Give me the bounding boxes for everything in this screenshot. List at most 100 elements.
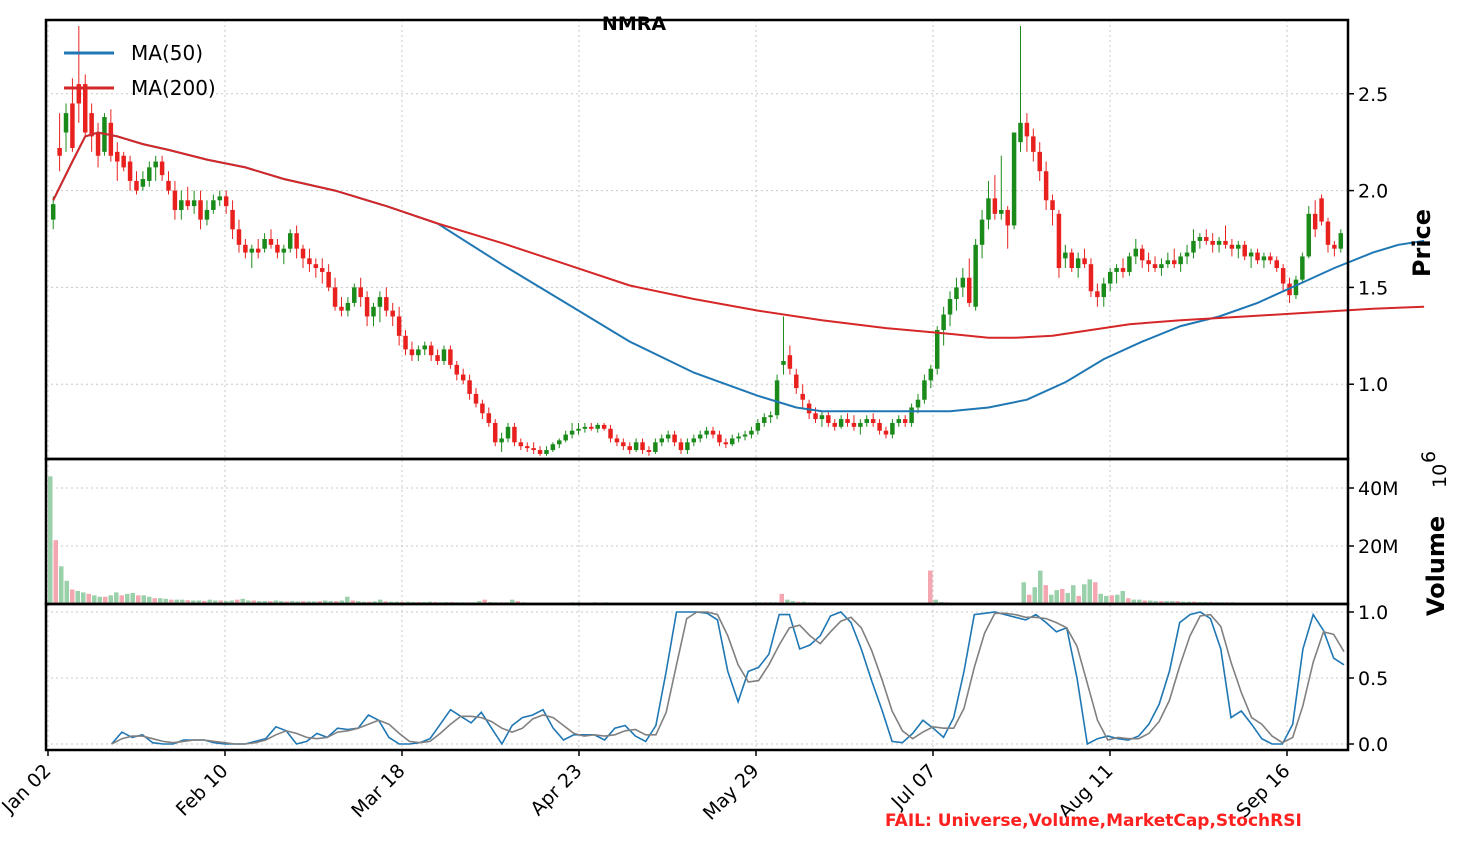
candle-body	[409, 349, 415, 356]
volume-bar	[1071, 585, 1076, 604]
candle-body	[870, 419, 876, 423]
candle-body	[243, 244, 248, 253]
volume-bar	[64, 580, 69, 604]
volume-bar	[125, 593, 130, 604]
volume-bar	[290, 601, 295, 604]
candle-body	[377, 297, 383, 307]
volume-bar	[477, 601, 482, 604]
volume-bar	[1082, 584, 1087, 604]
volume-bar	[295, 601, 300, 604]
candle-body	[1159, 264, 1164, 269]
candle-body	[1236, 244, 1241, 249]
candle-body	[1031, 136, 1036, 152]
volume-bar	[1060, 588, 1065, 604]
candle-body	[934, 330, 940, 369]
volume-bar	[147, 596, 152, 604]
candle-body	[345, 302, 351, 311]
x-tick-label: Jul 07	[887, 760, 941, 814]
volume-bar	[279, 601, 284, 604]
volume-bar	[257, 601, 262, 604]
volume-bar	[1126, 598, 1131, 604]
volume-bar	[235, 599, 240, 604]
volume-bar	[350, 600, 355, 604]
candle-body	[1114, 268, 1119, 272]
candle-body	[986, 198, 991, 220]
volume-bar	[928, 570, 933, 604]
candle-body	[614, 438, 620, 443]
candle-body	[544, 450, 549, 454]
volume-bar	[213, 600, 218, 604]
candle-body	[697, 434, 703, 439]
candle-body	[1242, 244, 1247, 257]
candle-body	[755, 422, 761, 431]
candle-body	[1210, 240, 1215, 245]
candle-body	[217, 196, 222, 201]
candle-body	[492, 422, 498, 443]
candle-body	[275, 244, 280, 253]
candle-body	[633, 442, 639, 451]
volume-bar	[785, 599, 790, 604]
volume-tick-label: 20M	[1358, 536, 1399, 558]
volume-panel-frame	[44, 457, 1350, 606]
candle-body	[691, 438, 697, 443]
candle-body	[826, 415, 831, 423]
candle-body	[928, 368, 934, 381]
price-tick-label: 2.5	[1358, 84, 1388, 106]
candle-body	[320, 268, 325, 272]
volume-bar	[383, 601, 388, 604]
volume-bar	[378, 599, 383, 604]
candle-body	[967, 277, 972, 303]
candle-body	[1172, 260, 1177, 265]
candle-body	[159, 161, 165, 176]
candle-body	[518, 442, 524, 447]
candle-body	[1325, 221, 1331, 245]
candle-body	[416, 349, 421, 356]
candle-body	[467, 380, 472, 394]
candle-body	[211, 200, 216, 210]
volume-bar	[53, 540, 58, 604]
volume-axis-multiplier-base: 10	[1429, 464, 1451, 488]
candle-body	[646, 450, 652, 452]
candle-body	[550, 444, 556, 451]
volume-bar	[152, 598, 157, 604]
candle-body	[762, 417, 767, 423]
candle-body	[729, 438, 735, 445]
volume-bar	[141, 595, 146, 604]
candle-body	[902, 419, 908, 423]
candle-body	[1178, 256, 1183, 265]
candle-body	[710, 430, 716, 435]
candle-body	[1056, 213, 1062, 269]
volume-bar	[1115, 594, 1120, 604]
volume-bar	[92, 595, 97, 604]
volume-axis-multiplier: 10 6	[1418, 451, 1451, 488]
candle-body	[627, 446, 632, 451]
candle-body	[768, 415, 773, 418]
candle-body	[678, 442, 684, 451]
candle-body	[403, 335, 408, 350]
volume-bar	[356, 601, 361, 604]
candle-body	[255, 248, 261, 253]
volume-bar	[191, 600, 196, 604]
volume-bar	[933, 599, 938, 604]
candle-body	[608, 428, 613, 439]
candle-body	[640, 442, 645, 451]
volume-bar	[510, 599, 515, 604]
volume-bar	[174, 599, 179, 604]
candle-body	[294, 233, 299, 249]
candle-body	[179, 200, 184, 210]
candle-body	[537, 450, 543, 454]
volume-bar	[108, 595, 113, 604]
candle-body	[63, 113, 69, 133]
candle-body	[236, 229, 242, 245]
candle-body	[890, 422, 895, 435]
candle-body	[435, 355, 440, 361]
chart-title: NMRA	[602, 13, 666, 35]
candle-body	[665, 434, 671, 439]
volume-bar	[273, 600, 278, 604]
candle-body	[979, 219, 985, 245]
candle-body	[819, 415, 825, 420]
volume-bar	[1159, 601, 1164, 604]
volume-bar	[779, 593, 784, 604]
candle-body	[1037, 151, 1042, 172]
price-tick-label: 2.0	[1358, 181, 1388, 203]
